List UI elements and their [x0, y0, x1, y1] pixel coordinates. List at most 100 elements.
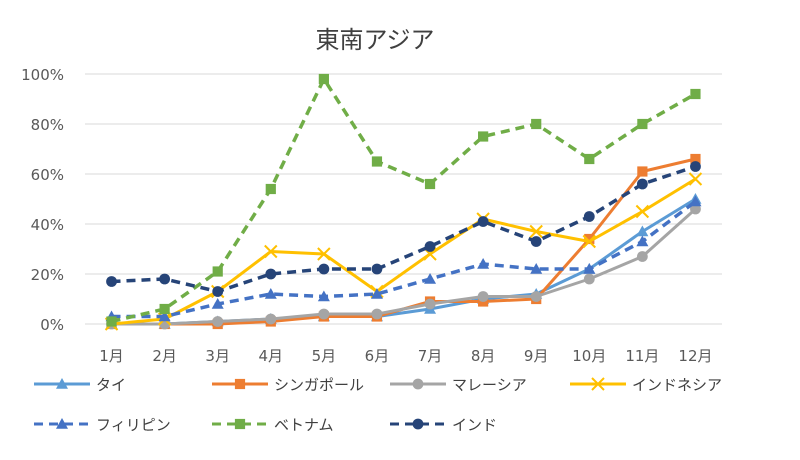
data-point [584, 233, 595, 245]
data-point [265, 313, 277, 325]
legend-entry: フィリピン [34, 416, 171, 434]
legend-label: ベトナム [274, 416, 334, 434]
data-point [106, 316, 117, 327]
series-マレーシア [106, 203, 701, 330]
data-point [636, 235, 649, 247]
series-line [111, 200, 697, 319]
legend-label: シンガポール [274, 376, 364, 394]
y-tick-label: 80% [31, 116, 64, 134]
series-line [111, 77, 697, 324]
y-axis-ticks: 0% 20% 40% 60% 80% 100% [21, 66, 64, 334]
data-point [371, 156, 383, 167]
data-point [637, 166, 648, 177]
x-tick-label: 9月 [524, 347, 549, 365]
data-point [477, 291, 489, 302]
data-point [690, 88, 701, 100]
legend-label: インド [452, 416, 497, 434]
data-point [211, 298, 224, 309]
chart-title: 東南アジア [315, 26, 434, 54]
data-point [636, 251, 648, 262]
series-ベトナム [106, 73, 701, 327]
x-tick-label: 4月 [259, 347, 284, 365]
data-point [371, 308, 383, 320]
data-point [318, 308, 330, 320]
data-point [530, 263, 543, 274]
data-point [317, 247, 331, 261]
y-tick-label: 60% [31, 166, 64, 184]
x-tick-label: 1月 [99, 347, 124, 365]
x-tick-label: 6月 [365, 347, 390, 365]
data-point [529, 224, 543, 239]
data-point [530, 236, 542, 247]
x-tick-label: 7月 [418, 347, 443, 365]
data-point [689, 195, 702, 207]
data-point [234, 378, 246, 390]
y-tick-label: 40% [31, 216, 64, 234]
data-point [212, 266, 223, 277]
data-point [265, 268, 277, 280]
legend-entry: ベトナム [212, 416, 334, 434]
data-point [56, 418, 68, 429]
data-point [264, 244, 278, 259]
legend-entry: タイ [34, 376, 126, 394]
data-point [477, 216, 489, 227]
legend-entry: インドネシア [570, 376, 722, 394]
legend-label: マレーシア [452, 376, 527, 394]
series-line [111, 207, 697, 326]
data-point [212, 316, 224, 327]
data-point [583, 273, 595, 285]
x-axis-ticks: 1月 2月 3月 4月 5月 6月 7月 8月 9月 10月 11月 12月 [99, 347, 712, 365]
data-point [477, 258, 490, 269]
data-point [591, 377, 605, 391]
data-point [370, 288, 383, 299]
x-tick-label: 10月 [572, 347, 606, 365]
data-point [412, 418, 424, 430]
data-point [424, 178, 436, 190]
data-point [56, 378, 68, 389]
y-tick-label: 100% [21, 66, 64, 84]
data-point [582, 234, 596, 249]
data-point [318, 263, 330, 275]
data-point [635, 204, 650, 219]
data-point [636, 225, 649, 237]
legend-label: インドネシア [632, 376, 722, 394]
series-line [111, 177, 697, 326]
data-point [424, 273, 437, 284]
data-point [637, 118, 648, 130]
data-point [412, 378, 424, 390]
legend-entry: インド [390, 416, 497, 434]
y-tick-label: 20% [31, 266, 64, 284]
x-tick-label: 5月 [312, 347, 337, 365]
series-line [111, 164, 697, 294]
legend-entry: マレーシア [390, 376, 527, 394]
data-point [371, 263, 383, 275]
series-line [111, 157, 696, 326]
data-point [584, 153, 595, 165]
data-point [531, 118, 542, 130]
data-point [636, 178, 648, 190]
data-point [690, 161, 701, 172]
data-point [158, 310, 171, 322]
data-point [583, 263, 596, 274]
x-tick-label: 3月 [205, 347, 230, 365]
x-tick-label: 11月 [625, 347, 659, 365]
data-point [234, 418, 246, 430]
x-tick-label: 8月 [471, 347, 496, 365]
data-point [159, 303, 170, 315]
data-point [424, 298, 436, 310]
data-point [265, 183, 276, 195]
series-group [104, 73, 703, 331]
data-point [159, 273, 171, 285]
data-point [317, 290, 330, 302]
data-point [583, 211, 595, 222]
data-point [478, 131, 489, 142]
data-point [318, 73, 329, 85]
data-point [264, 288, 277, 299]
gridlines [85, 73, 722, 325]
data-point [530, 291, 542, 302]
data-point [424, 241, 436, 252]
legend-label: タイ [96, 376, 126, 394]
